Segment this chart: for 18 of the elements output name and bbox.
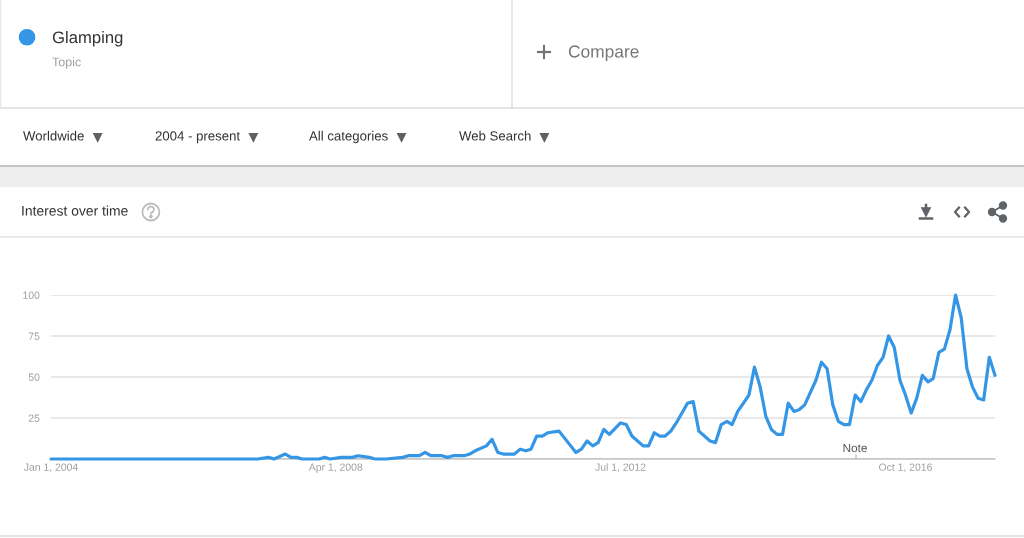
text: Worldwide xyxy=(23,130,84,141)
chart-title: Interest over time xyxy=(22,205,128,216)
x-tick-label: Oct 1, 2016 xyxy=(879,463,932,473)
text: All categories xyxy=(309,130,388,144)
x-tick-label: Jan 1, 2004 xyxy=(23,463,78,473)
legend-label: Glamping xyxy=(52,31,123,47)
y-tick-label: 75 xyxy=(28,332,40,340)
x-tick-label: Apr 1, 2008 xyxy=(308,463,363,473)
y-tick-label: 100 xyxy=(23,291,40,299)
line-series xyxy=(49,293,997,461)
text: Web Search xyxy=(459,130,531,141)
text: 2004 - present xyxy=(155,131,240,144)
text: Topic xyxy=(52,57,81,69)
text: Compare xyxy=(568,45,639,62)
y-tick-label: 50 xyxy=(28,373,40,381)
x-tick-label: Jul 1, 2012 xyxy=(595,463,646,473)
annotation: Note xyxy=(843,443,867,453)
y-tick-label: 25 xyxy=(28,414,40,422)
